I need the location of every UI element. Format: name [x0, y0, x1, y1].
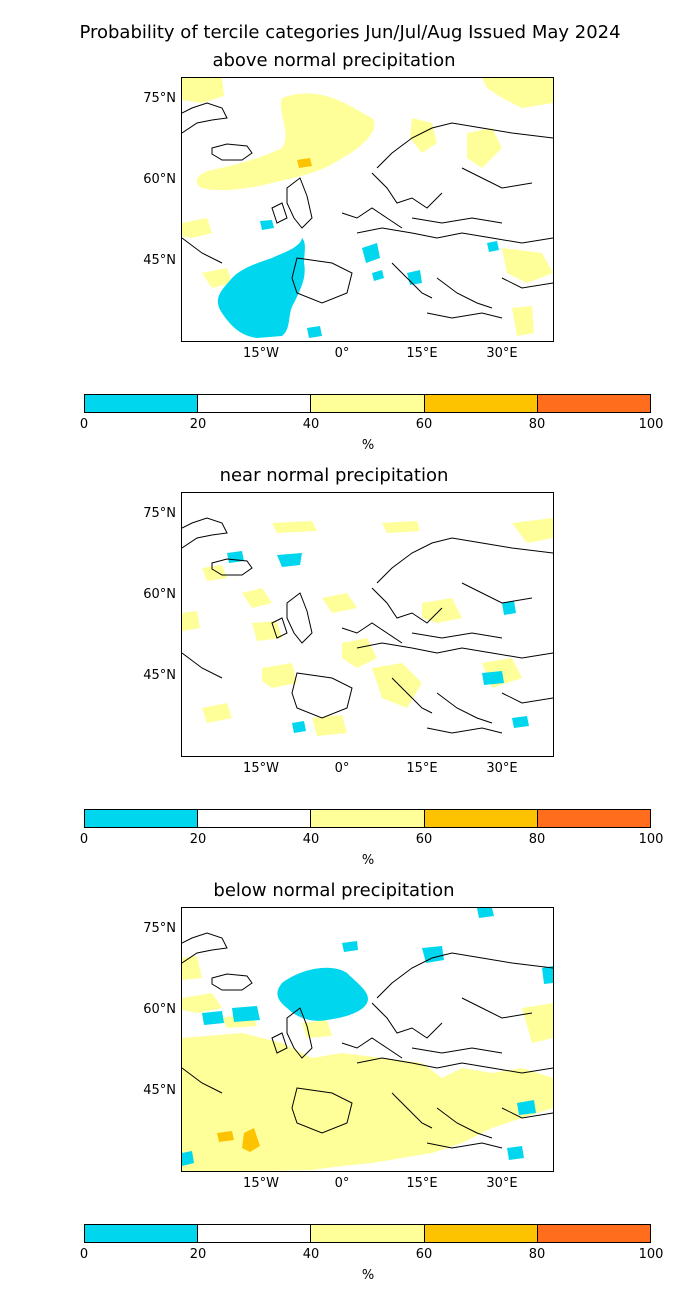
colorbar-bin-0-20 [85, 395, 199, 412]
colorbar-tick: 100 [638, 832, 664, 847]
panel-title: near normal precipitation [219, 465, 449, 486]
lat-tick-60: 60°N [143, 1002, 176, 1017]
figure-title: Probability of tercile categories Jun/Ju… [79, 22, 621, 43]
colorbar-tick: 0 [79, 832, 89, 847]
colorbar-bin-60-80 [424, 1225, 538, 1242]
map-below-normal [181, 907, 554, 1172]
colorbar-tick: 0 [79, 1247, 89, 1262]
colorbar-tick: 20 [189, 1247, 207, 1262]
lon-tick-15w: 15°W [243, 1176, 279, 1191]
colorbar-label: % [361, 1268, 375, 1283]
lat-tick-60: 60°N [143, 587, 176, 602]
lat-tick-75: 75°N [143, 506, 176, 521]
lon-tick-15e: 15°E [406, 761, 438, 776]
colorbar-bin-20-40 [198, 810, 312, 827]
colorbar-label: % [361, 853, 375, 868]
map-near-normal [181, 492, 554, 757]
lat-tick-75: 75°N [143, 921, 176, 936]
colorbar-tick: 20 [189, 417, 207, 432]
colorbar-tick: 100 [638, 1247, 664, 1262]
lon-tick-0: 0° [334, 346, 350, 361]
colorbar-bin-80-100 [537, 1225, 651, 1242]
lon-tick-30e: 30°E [486, 346, 518, 361]
colorbar-bin-60-80 [424, 810, 538, 827]
colorbar-tick: 40 [302, 832, 320, 847]
lon-tick-15w: 15°W [243, 761, 279, 776]
lon-tick-30e: 30°E [486, 761, 518, 776]
lat-tick-45: 45°N [143, 668, 176, 683]
lon-tick-15e: 15°E [406, 1176, 438, 1191]
colorbar-tick: 40 [302, 417, 320, 432]
colorbar-tick: 60 [415, 832, 433, 847]
colorbar-tick: 80 [528, 1247, 546, 1262]
lat-tick-60: 60°N [143, 172, 176, 187]
colorbar-tick: 80 [528, 417, 546, 432]
lon-tick-0: 0° [334, 1176, 350, 1191]
colorbar-tick: 60 [415, 417, 433, 432]
colorbar-tick: 80 [528, 832, 546, 847]
colorbar-bin-0-20 [85, 1225, 199, 1242]
lon-tick-0: 0° [334, 761, 350, 776]
lon-tick-30e: 30°E [486, 1176, 518, 1191]
colorbar-tick: 0 [79, 417, 89, 432]
panel-title: below normal precipitation [213, 880, 455, 901]
colorbar-label: % [361, 438, 375, 453]
lat-tick-45: 45°N [143, 253, 176, 268]
colorbar-bin-0-20 [85, 810, 199, 827]
lat-tick-45: 45°N [143, 1083, 176, 1098]
colorbar [84, 394, 651, 413]
colorbar-tick: 20 [189, 832, 207, 847]
panel-above-normal: above normal precipitation [0, 0, 700, 453]
colorbar-bin-20-40 [198, 395, 312, 412]
colorbar-bin-40-60 [311, 1225, 425, 1242]
colorbar-tick: 40 [302, 1247, 320, 1262]
colorbar-bin-80-100 [537, 395, 651, 412]
panel-near-normal: near normal precipitation [0, 415, 700, 868]
panel-title: above normal precipitation [212, 50, 456, 71]
colorbar-bin-20-40 [198, 1225, 312, 1242]
lon-tick-15e: 15°E [406, 346, 438, 361]
colorbar [84, 1224, 651, 1243]
colorbar-bin-40-60 [311, 810, 425, 827]
lat-tick-75: 75°N [143, 91, 176, 106]
colorbar-bin-60-80 [424, 395, 538, 412]
lon-tick-15w: 15°W [243, 346, 279, 361]
panel-below-normal: below normal precipitation [0, 830, 700, 1283]
colorbar-tick: 60 [415, 1247, 433, 1262]
colorbar-bin-40-60 [311, 395, 425, 412]
colorbar-tick: 100 [638, 417, 664, 432]
map-above-normal [181, 77, 554, 342]
colorbar-bin-80-100 [537, 810, 651, 827]
colorbar [84, 809, 651, 828]
